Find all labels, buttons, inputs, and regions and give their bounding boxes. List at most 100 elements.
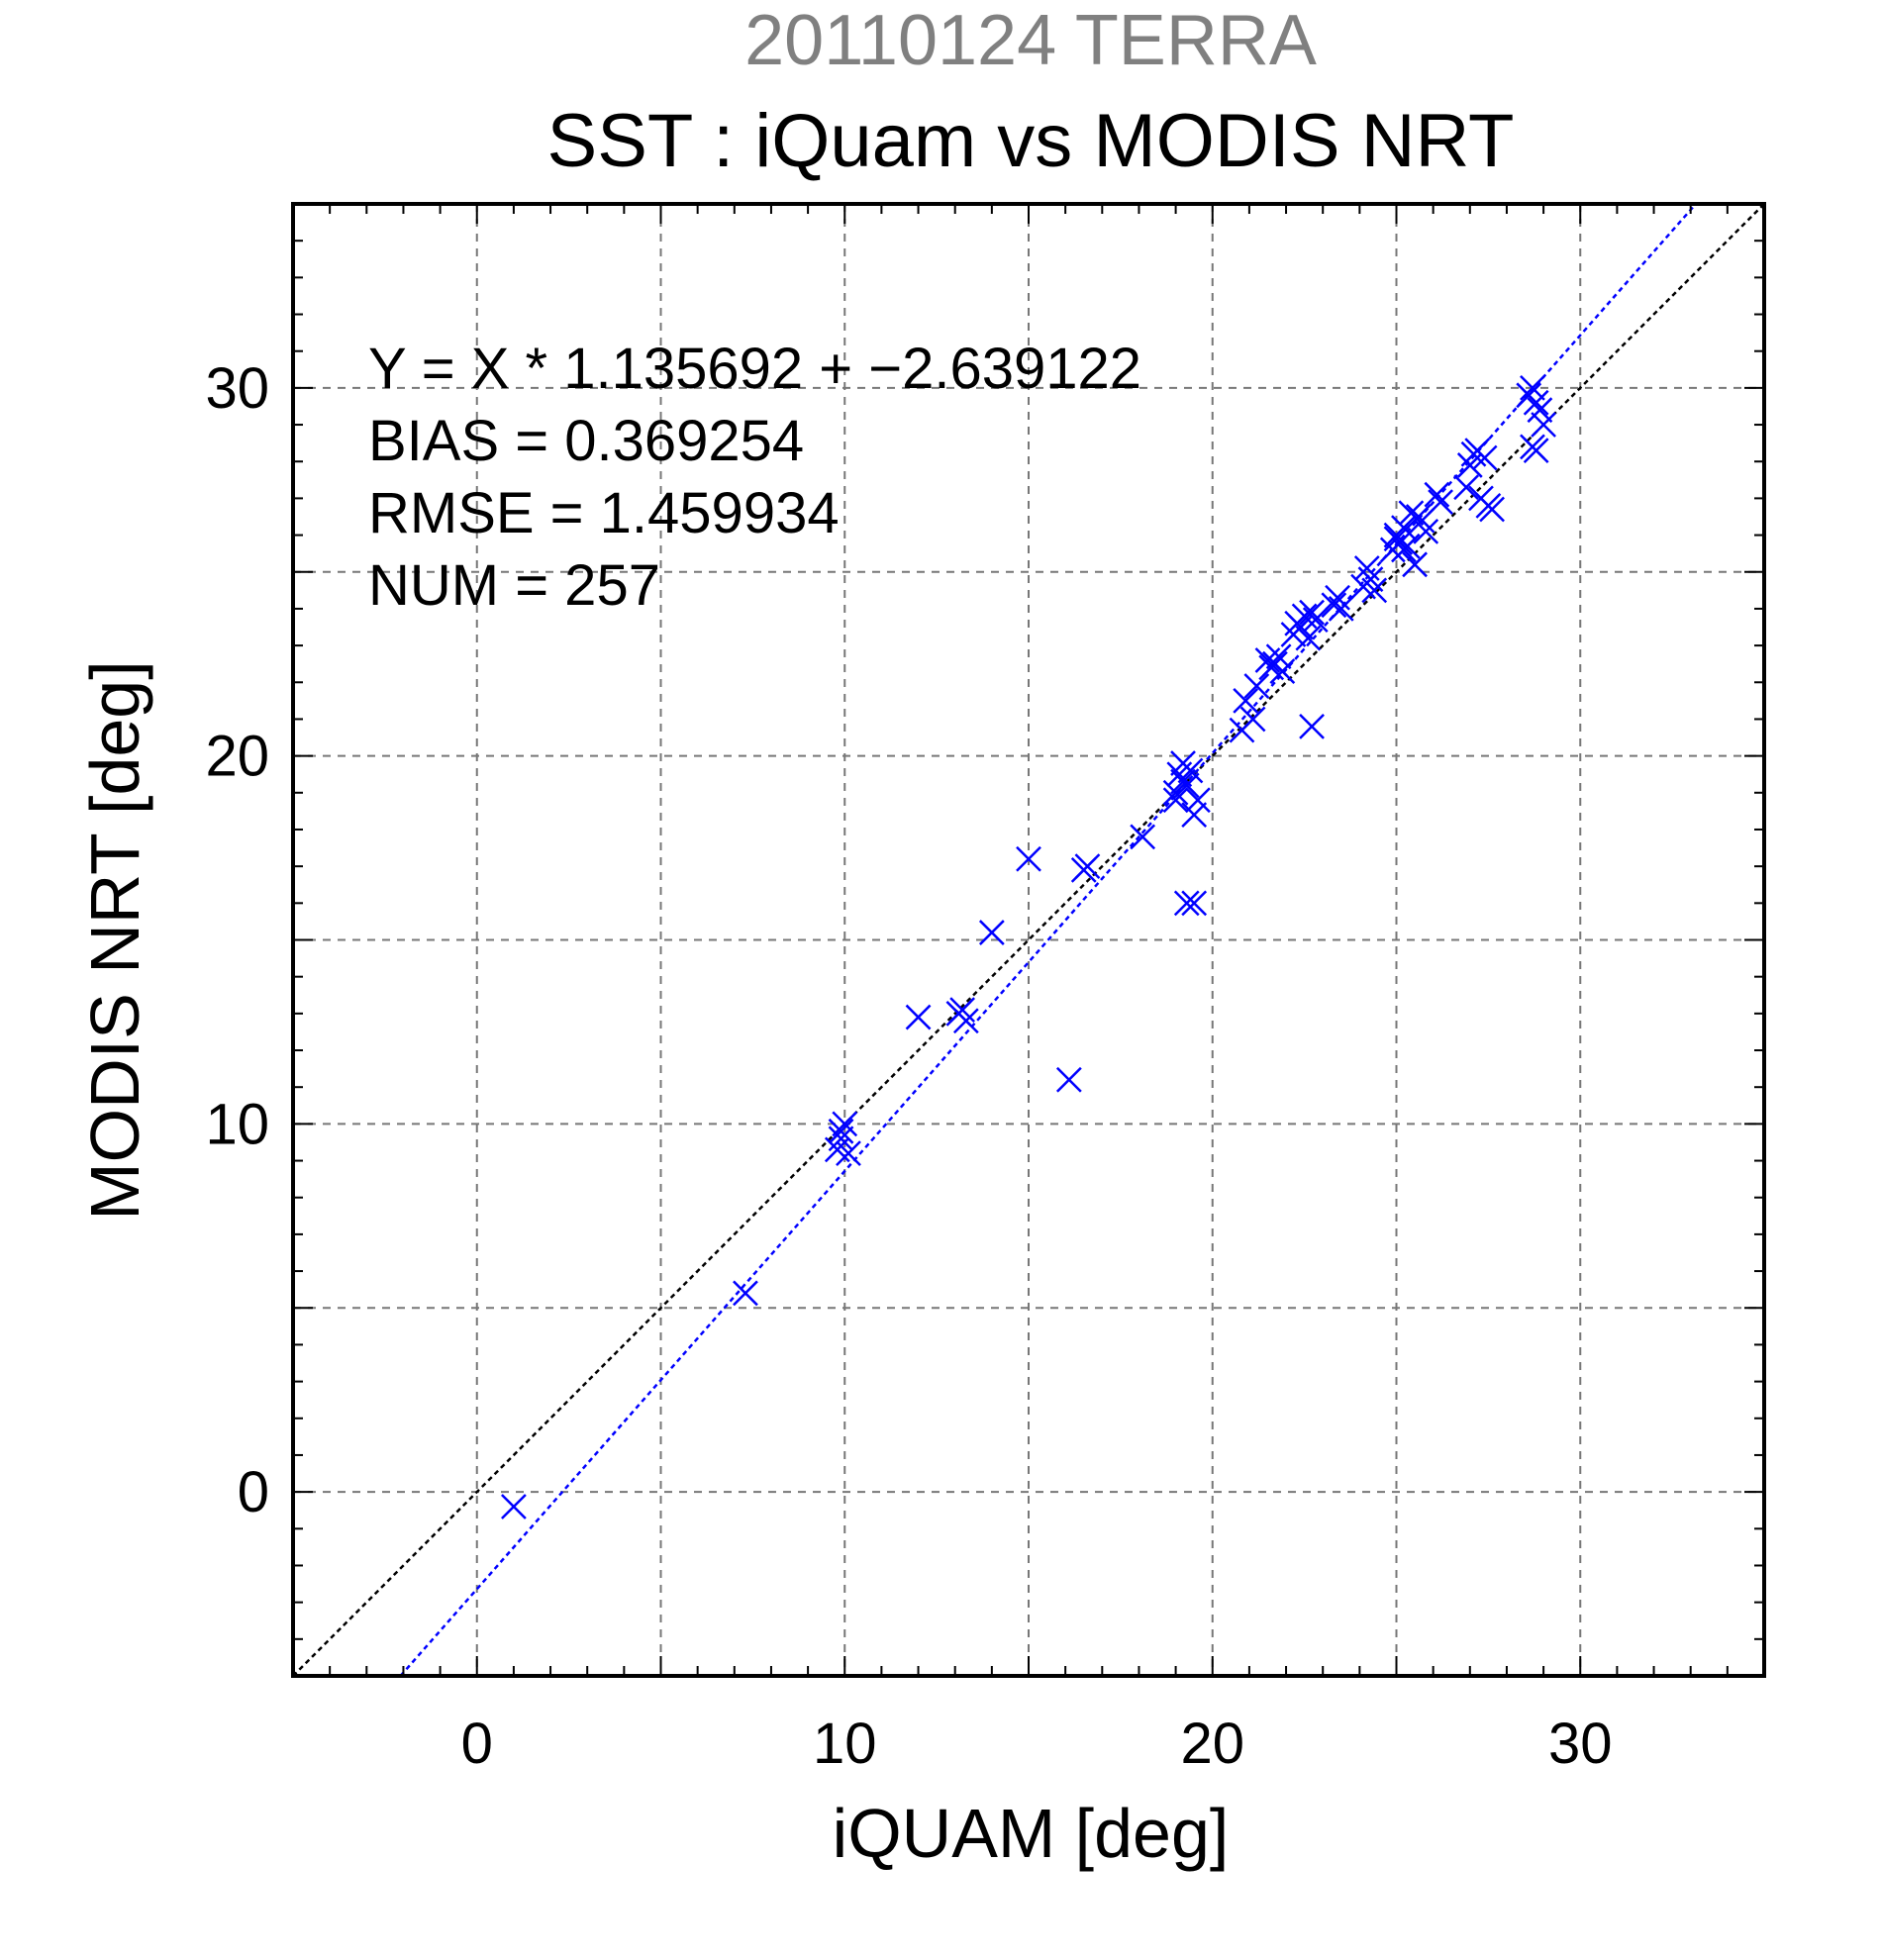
data-point-marker: [1361, 577, 1388, 604]
data-point-stroke: [1353, 555, 1380, 581]
data-point-marker: [828, 1118, 854, 1144]
data-point-marker: [1295, 625, 1322, 651]
x-tick-label: 10: [813, 1712, 877, 1776]
data-point-marker: [1243, 673, 1270, 699]
data-point-stroke: [1177, 757, 1204, 784]
data-point-marker: [1398, 500, 1425, 527]
data-point-marker: [1527, 397, 1553, 424]
data-point-stroke: [1162, 779, 1189, 806]
data-point-stroke: [1383, 526, 1410, 552]
data-point-stroke: [1527, 397, 1553, 424]
data-point-stroke: [1299, 599, 1325, 626]
data-point-marker: [1074, 853, 1101, 880]
x-tick-label: 0: [461, 1712, 493, 1776]
data-point-stroke: [1016, 845, 1041, 872]
data-point-stroke: [501, 1494, 527, 1519]
data-point-marker: [1413, 518, 1439, 544]
data-point-marker: [1185, 787, 1211, 814]
data-point-stroke: [1130, 824, 1156, 850]
data-point-marker: [1428, 489, 1453, 516]
data-point-marker: [1173, 890, 1200, 917]
x-tick-label: 20: [1180, 1712, 1244, 1776]
data-point-stroke: [1361, 577, 1388, 604]
chart-title: 20110124 TERRA: [744, 1, 1317, 80]
data-point-marker: [978, 920, 1005, 945]
x-axis-label: iQUAM [deg]: [833, 1795, 1230, 1872]
data-point-marker: [1383, 526, 1410, 552]
data-point-stroke: [828, 1118, 854, 1144]
data-point-stroke: [832, 1111, 858, 1137]
stat-line: BIAS = 0.369254: [368, 409, 804, 473]
data-point-stroke: [1398, 500, 1425, 527]
data-point-stroke: [1453, 474, 1479, 501]
data-point-marker: [1531, 412, 1556, 438]
data-point-marker: [1233, 687, 1259, 714]
data-point-stroke: [1162, 787, 1189, 814]
data-point-stroke: [1325, 584, 1350, 611]
data-point-stroke: [1170, 768, 1196, 795]
data-point-marker: [1239, 706, 1266, 733]
data-point-stroke: [1295, 625, 1322, 651]
stat-line: Y = X * 1.135692 + −2.639122: [368, 337, 1141, 401]
data-point-marker: [1055, 1066, 1082, 1093]
data-point-marker: [1265, 643, 1292, 670]
data-point-marker: [1288, 614, 1314, 640]
data-point-stroke: [1391, 537, 1417, 563]
data-point-marker: [1177, 757, 1204, 784]
x-tick-label: 30: [1548, 1712, 1613, 1776]
y-tick-label: 20: [205, 725, 269, 789]
chart-subtitle: SST : iQuam vs MODIS NRT: [547, 99, 1515, 183]
data-point-marker: [1402, 551, 1428, 578]
data-point-stroke: [1173, 890, 1200, 917]
data-point-stroke: [828, 1126, 854, 1152]
data-point-marker: [952, 1008, 979, 1034]
data-point-stroke: [978, 920, 1005, 945]
data-point-marker: [1321, 592, 1347, 619]
data-point-stroke: [905, 1004, 932, 1030]
data-point-marker: [1328, 596, 1354, 622]
data-point-marker: [1523, 438, 1549, 463]
data-point-marker: [1523, 389, 1549, 416]
data-point-marker: [836, 1140, 861, 1166]
data-point-stroke: [1471, 444, 1498, 471]
data-point-stroke: [1288, 614, 1314, 640]
data-point-marker: [1162, 787, 1189, 814]
data-point-marker: [1016, 845, 1041, 872]
data-point-stroke: [1424, 481, 1450, 508]
data-point-stroke: [1265, 643, 1292, 670]
data-points: [501, 374, 1556, 1519]
data-point-stroke: [1523, 389, 1549, 416]
data-point-stroke: [1357, 566, 1384, 593]
data-point-stroke: [1413, 518, 1439, 544]
y-tick-label: 10: [205, 1092, 269, 1156]
data-point-marker: [1302, 607, 1329, 633]
data-point-stroke: [1302, 607, 1329, 633]
data-point-marker: [1479, 496, 1505, 523]
data-point-stroke: [1233, 687, 1259, 714]
fit-statistics: Y = X * 1.135692 + −2.639122 BIAS = 0.369…: [368, 337, 1141, 618]
y-axis-label: MODIS NRT [deg]: [76, 660, 153, 1220]
data-point-stroke: [1074, 853, 1101, 880]
data-point-stroke: [1299, 714, 1325, 739]
data-point-stroke: [949, 997, 976, 1024]
data-point-stroke: [1321, 592, 1347, 619]
data-point-stroke: [733, 1280, 758, 1307]
data-point-marker: [1471, 444, 1498, 471]
data-point-stroke: [1262, 650, 1288, 677]
data-point-stroke: [1402, 551, 1428, 578]
data-point-stroke: [1181, 802, 1208, 828]
data-point-marker: [905, 1004, 932, 1030]
data-point-marker: [1453, 474, 1479, 501]
data-point-marker: [1181, 802, 1208, 828]
data-point-stroke: [1181, 890, 1208, 917]
data-point-stroke: [1531, 412, 1556, 438]
y-tick-label: 30: [205, 356, 269, 421]
data-point-marker: [1424, 481, 1450, 508]
data-point-stroke: [1479, 496, 1505, 523]
data-point-stroke: [1428, 489, 1453, 516]
data-point-stroke: [952, 1008, 979, 1034]
data-point-marker: [1520, 374, 1545, 401]
stat-line: NUM = 257: [368, 553, 660, 618]
stat-line: RMSE = 1.459934: [368, 481, 840, 545]
